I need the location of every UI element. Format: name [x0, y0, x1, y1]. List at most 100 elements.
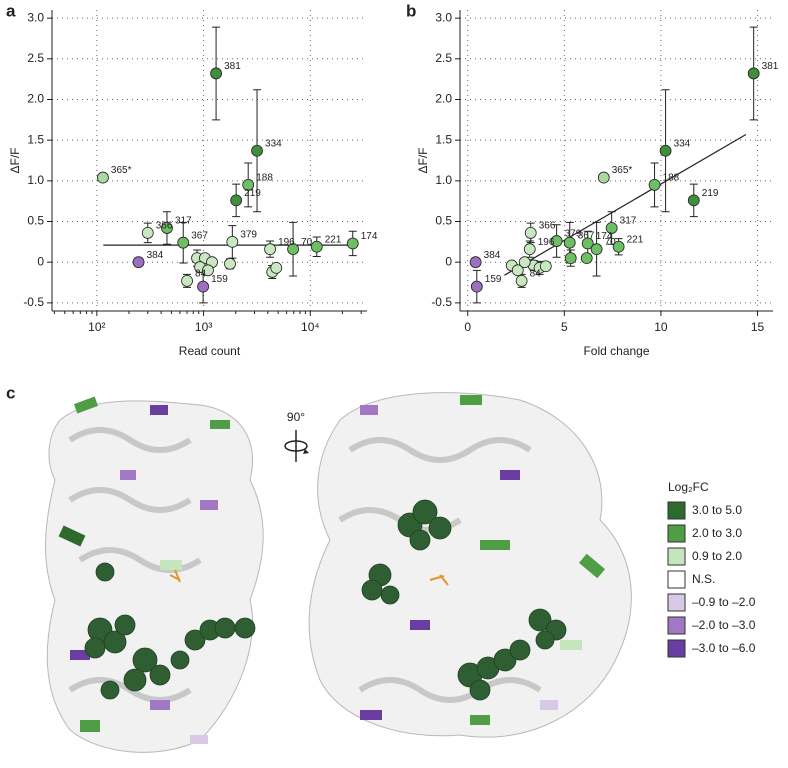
data-point — [224, 257, 236, 270]
data-point — [251, 144, 263, 157]
x-axis-title: Fold change — [583, 344, 649, 358]
point-label: 379 — [240, 229, 257, 240]
point-label: 221 — [627, 234, 644, 245]
x-tick-label: 10³ — [195, 320, 212, 334]
data-point — [648, 179, 661, 191]
legend-label: –3.0 to –6.0 — [692, 641, 756, 655]
y-tick-label: 1.5 — [435, 132, 452, 146]
protein-structure-left — [45, 396, 264, 753]
y-tick-label: 0 — [37, 254, 44, 268]
data-point — [230, 194, 243, 207]
point-label: 367 — [578, 230, 595, 241]
x-tick-label: 0 — [464, 320, 471, 334]
legend-label: 0.9 to 2.0 — [692, 549, 742, 563]
scatter-panel: -0.5 0 0.5 1.0 1.5 2.0 2.5 3.0 10² 10³ 10⁴ Read cou… — [8, 10, 378, 358]
point-label: 381 — [762, 61, 779, 72]
data-point — [563, 236, 576, 249]
data-point — [550, 235, 563, 247]
legend-title: Log₂FC — [668, 480, 709, 494]
y-axis-title: ΔF/F — [416, 147, 430, 173]
y-tick-label: -0.5 — [431, 295, 452, 309]
data-point — [564, 252, 577, 265]
y-tick-label: 1.0 — [435, 173, 452, 187]
point-label: 334 — [674, 138, 691, 149]
data-point — [242, 179, 255, 191]
data-point — [580, 252, 593, 265]
data-point — [581, 237, 594, 250]
legend-label: N.S. — [692, 572, 715, 586]
data-point — [181, 274, 193, 287]
data-point — [524, 227, 537, 239]
legend-swatch — [667, 616, 686, 635]
x-tick-label: 10⁴ — [301, 320, 320, 334]
point-label: 366 — [156, 221, 173, 232]
point-label: 384 — [147, 250, 164, 261]
y-tick-label: 2.5 — [435, 51, 452, 65]
point-label: 334 — [265, 138, 282, 149]
point-label: 70 — [605, 237, 617, 248]
data-point — [97, 171, 109, 184]
data-point — [264, 243, 276, 256]
y-tick-label: 0.5 — [435, 214, 452, 228]
x-tick-label: 15 — [751, 320, 765, 334]
point-label: 196 — [538, 237, 555, 248]
point-label: 188 — [663, 173, 680, 184]
x-tick-label: 5 — [561, 320, 568, 334]
data-point — [747, 67, 760, 80]
data-point — [346, 237, 359, 250]
point-label: 317 — [620, 216, 637, 227]
point-label: 188 — [256, 173, 273, 184]
panel-letter: b — [406, 1, 416, 20]
rotation-label: 90° — [287, 410, 305, 424]
data-point — [687, 194, 700, 207]
point-label: 84 — [530, 269, 542, 280]
y-tick-label: 1.5 — [27, 132, 44, 146]
legend-swatch — [667, 570, 686, 589]
data-point — [515, 274, 528, 287]
data-point — [469, 256, 482, 269]
point-label: 367 — [191, 230, 208, 241]
legend-swatch — [667, 524, 686, 543]
y-axis-title: ΔF/F — [8, 147, 22, 173]
data-point — [659, 144, 672, 157]
legend-label: –0.9 to –2.0 — [692, 595, 756, 609]
y-tick-label: 2.5 — [27, 51, 44, 65]
legend-label: 2.0 to 3.0 — [692, 526, 742, 540]
point-label: 221 — [325, 234, 342, 245]
legend-swatch — [667, 547, 686, 566]
y-tick-label: 0.5 — [27, 214, 44, 228]
point-label: 365* — [612, 165, 633, 176]
x-axis-title: Read count — [179, 344, 241, 358]
point-label: 70 — [301, 237, 313, 248]
panel-letter: a — [6, 1, 16, 20]
data-point — [141, 227, 154, 239]
data-point — [523, 243, 536, 256]
data-point — [539, 260, 552, 273]
data-point — [597, 171, 610, 184]
y-tick-label: 0 — [445, 254, 452, 268]
x-tick-label: 10² — [88, 320, 105, 334]
x-tick-label: 10 — [654, 320, 668, 334]
data-point — [518, 256, 531, 269]
trend-line — [504, 133, 747, 276]
data-point — [511, 264, 524, 277]
data-point — [270, 261, 283, 274]
point-label: 196 — [278, 237, 295, 248]
y-tick-label: 3.0 — [27, 10, 44, 24]
data-point — [177, 236, 190, 249]
data-point — [612, 240, 625, 253]
legend-label: 3.0 to 5.0 — [692, 503, 742, 517]
point-label: 159 — [485, 274, 502, 285]
point-label: 174 — [596, 231, 613, 242]
legend-label: –2.0 to –3.0 — [692, 618, 756, 632]
point-label: 366 — [539, 221, 556, 232]
data-point — [590, 243, 603, 256]
y-tick-label: -0.5 — [23, 295, 44, 309]
point-label: 159 — [211, 274, 228, 285]
point-label: 219 — [702, 188, 719, 199]
point-label: 174 — [361, 231, 378, 242]
data-point — [161, 222, 173, 234]
point-label: 84 — [195, 269, 207, 280]
legend-swatch — [667, 501, 686, 520]
